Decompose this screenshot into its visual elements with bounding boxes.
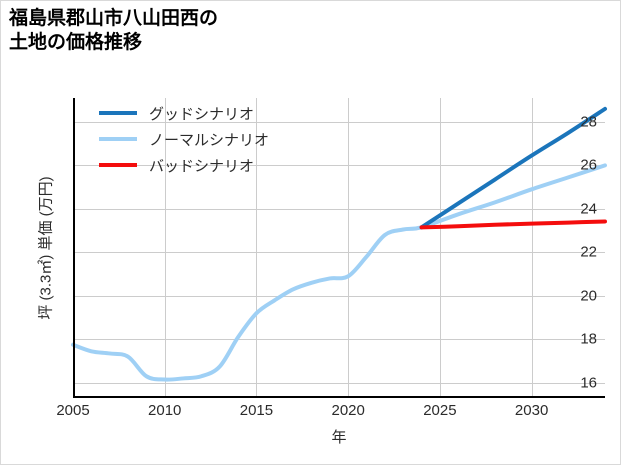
legend-item-label: グッドシナリオ [149, 105, 255, 123]
gridline-vertical [256, 98, 258, 398]
x-axis-title: 年 [331, 429, 347, 446]
gridline-horizontal [73, 382, 605, 384]
gridline-vertical [164, 98, 166, 398]
gridline-horizontal [73, 165, 605, 167]
y-axis-title: 坪 (3.3㎡) 単価 (万円) [37, 176, 55, 320]
gridline-horizontal [73, 339, 605, 341]
legend-item-label: バッドシナリオ [149, 157, 255, 175]
gridline-horizontal [73, 295, 605, 297]
legend-item[interactable]: グッドシナリオ [99, 100, 329, 126]
x-tick-label: 2015 [239, 402, 274, 419]
gridline-horizontal [73, 208, 605, 210]
x-tick-label: 2030 [514, 402, 549, 419]
y-tick-label: 18 [580, 330, 597, 348]
legend-item[interactable]: ノーマルシナリオ [99, 126, 329, 152]
x-tick-label: 2025 [423, 402, 457, 419]
x-tick-label: 2005 [56, 402, 90, 419]
gridline-vertical [531, 98, 533, 398]
legend-color-swatch [99, 111, 137, 115]
data-series-layer [71, 106, 607, 382]
series-line [419, 106, 607, 230]
legend-item-label: ノーマルシナリオ [149, 131, 270, 149]
y-tick-label: 20 [580, 287, 597, 305]
page-title: 福島県郡山市八山田西の 土地の価格推移 [9, 8, 219, 54]
gridline-vertical [348, 98, 350, 398]
gridline-vertical [439, 98, 441, 398]
x-tick-label: 2020 [331, 402, 365, 419]
series-line [419, 219, 607, 230]
y-tick-label: 16 [580, 374, 597, 392]
y-tick-label: 22 [580, 243, 597, 261]
plot-area: 16 18 20 22 24 26 28 2005 2010 2015 2020 2025 2030 … [38, 98, 607, 446]
y-tick-label: 26 [580, 156, 597, 174]
legend-item[interactable]: バッドシナリオ [99, 152, 329, 178]
y-tick-label: 24 [580, 200, 597, 218]
legend-color-swatch [99, 163, 137, 167]
y-tick-label: 28 [580, 113, 597, 131]
chart-legend: グッドシナリオ ノーマルシナリオ バッドシナリオ [99, 100, 329, 178]
x-tick-label: 2010 [148, 402, 182, 419]
gridline-horizontal [73, 252, 605, 254]
legend-color-swatch [99, 137, 137, 141]
gridline-horizontal [73, 121, 605, 123]
series-line [71, 163, 607, 382]
plot-frame [73, 98, 605, 398]
